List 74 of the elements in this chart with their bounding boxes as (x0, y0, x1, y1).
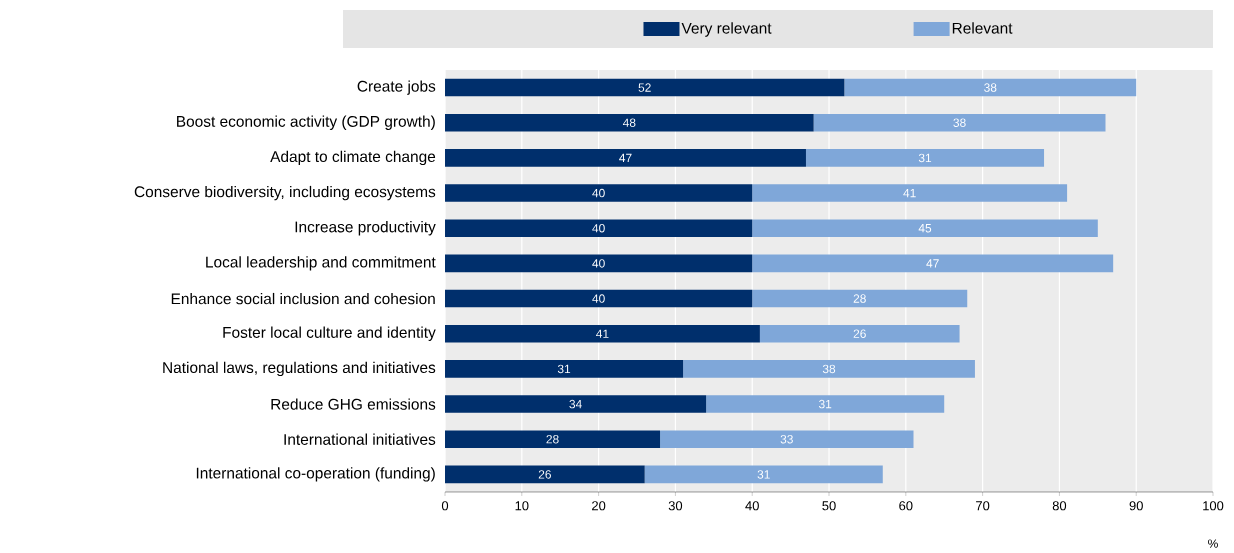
x-tick-label: 50 (822, 501, 836, 511)
y-tick-label: Local leadership and commitment (206, 256, 436, 271)
bar (644, 465, 883, 484)
x-tick-label: 10 (515, 501, 529, 511)
bar (805, 149, 1045, 167)
data-label: 26 (538, 470, 551, 479)
x-tick-label: 70 (976, 501, 990, 511)
y-tick-label: Conserve biodiversity, including ecosystems (134, 186, 436, 201)
data-label: 40 (592, 188, 605, 198)
bar (813, 114, 1106, 132)
x-tick-label: 0 (441, 501, 449, 511)
x-tick-label: 60 (899, 501, 913, 511)
data-label: 31 (757, 470, 770, 479)
bar (445, 149, 806, 167)
x-axis-title: % (1208, 539, 1218, 548)
y-tick-label: Adapt to climate change (270, 150, 436, 166)
bar (445, 219, 753, 238)
x-tick-label: 80 (1052, 501, 1067, 511)
y-tick-label: Enhance social inclusion and cohesion (171, 293, 435, 305)
data-label: 47 (619, 153, 632, 163)
legend-label: Very relevant (681, 22, 772, 37)
y-tick-label: International initiatives (284, 433, 436, 446)
y-tick-label: Reduce GHG emissions (271, 398, 436, 410)
data-label: 52 (638, 83, 651, 92)
y-tick-label: National laws, regulations and initiatives (163, 361, 436, 377)
data-label: 31 (818, 399, 832, 409)
data-label: 34 (569, 399, 582, 409)
bar (752, 184, 1068, 203)
data-label: 28 (546, 435, 559, 444)
bar (706, 395, 945, 414)
y-tick-label: International co-operation (funding) (196, 467, 435, 482)
bar (844, 78, 1137, 97)
bar (445, 289, 753, 308)
x-tick-label: 40 (745, 501, 759, 511)
y-tick-label: Create jobs (357, 80, 436, 95)
data-label: 47 (926, 259, 939, 268)
y-tick-label: Foster local culture and identity (223, 326, 436, 342)
bar (752, 289, 968, 308)
bar (445, 78, 845, 97)
x-tick-label: 100 (1203, 501, 1224, 511)
bar (445, 254, 753, 273)
data-label: 28 (853, 294, 866, 303)
bar (683, 360, 975, 378)
x-tick-label: 20 (592, 501, 606, 511)
x-tick-label: 30 (668, 501, 683, 511)
data-label: 31 (557, 364, 571, 374)
bar (445, 430, 661, 449)
data-label: 41 (903, 189, 916, 198)
bar (752, 219, 1098, 238)
y-tick-label: Boost economic activity (GDP growth) (177, 115, 435, 131)
bar (660, 430, 914, 449)
bar (759, 325, 960, 343)
bar (445, 360, 684, 378)
bar (445, 184, 753, 203)
data-label: 40 (592, 294, 605, 303)
data-label: 45 (918, 224, 932, 233)
data-label: 26 (853, 329, 866, 339)
bar (445, 325, 760, 343)
data-label: 31 (918, 153, 932, 163)
x-tick-label: 90 (1129, 501, 1143, 511)
bar (445, 114, 814, 132)
legend-label: Relevant (952, 22, 1013, 34)
data-label: 38 (953, 118, 966, 128)
bar (752, 254, 1114, 273)
data-label: 48 (622, 118, 636, 128)
data-label: 40 (592, 259, 605, 268)
data-label: 38 (822, 364, 836, 374)
bar (445, 465, 645, 484)
y-tick-label: Increase productivity (295, 221, 436, 236)
data-label: 40 (592, 224, 605, 233)
data-label: 41 (596, 329, 609, 338)
data-label: 33 (780, 435, 793, 444)
bar (445, 395, 707, 414)
data-label: 38 (984, 83, 997, 92)
